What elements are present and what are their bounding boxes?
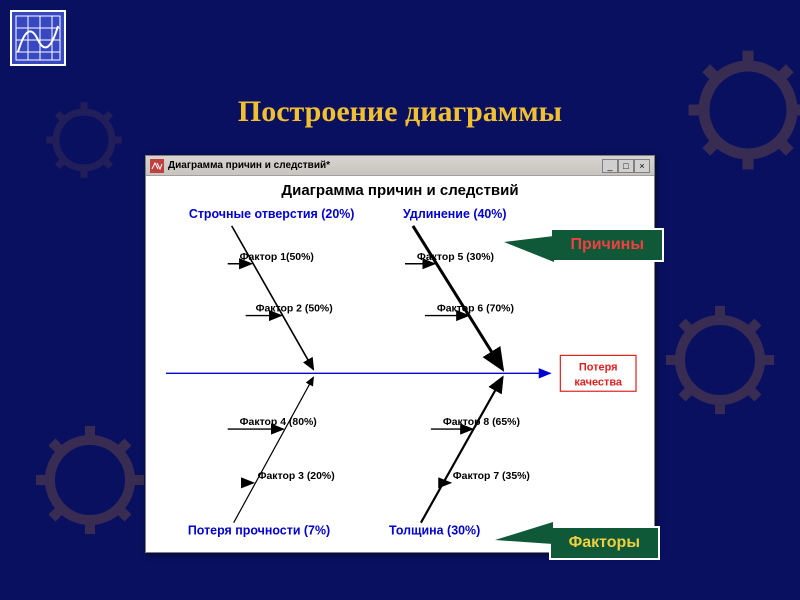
svg-text:Фактор 4 (80%): Фактор 4 (80%) — [240, 417, 317, 428]
svg-text:Фактор 7 (35%): Фактор 7 (35%) — [453, 471, 530, 482]
maximize-button[interactable]: □ — [618, 159, 634, 173]
close-button[interactable]: × — [634, 159, 650, 173]
logo-icon — [10, 10, 66, 66]
svg-text:Потеря прочности (7%): Потеря прочности (7%) — [188, 524, 330, 538]
chart-title: Диаграмма причин и следствий — [146, 182, 654, 199]
callout-causes: Причины — [550, 228, 664, 262]
svg-text:Фактор 5 (30%): Фактор 5 (30%) — [417, 252, 494, 263]
svg-text:Потеря: Потеря — [579, 361, 618, 373]
slide-title: Построение диаграммы — [0, 95, 800, 129]
svg-text:Строчные отверстия (20%): Строчные отверстия (20%) — [189, 207, 355, 221]
app-icon — [150, 159, 164, 173]
svg-text:Толщина (30%): Толщина (30%) — [389, 524, 480, 538]
window-titlebar: Диаграмма причин и следствий* _ □ × — [146, 156, 654, 176]
chart-area: Диаграмма причин и следствий Потеря качес… — [146, 176, 654, 552]
svg-text:Фактор 8 (65%): Фактор 8 (65%) — [443, 417, 520, 428]
callout-factors: Факторы — [549, 526, 660, 560]
window-title: Диаграмма причин и следствий* — [168, 160, 602, 171]
svg-text:Фактор 1(50%): Фактор 1(50%) — [240, 252, 314, 263]
svg-text:Фактор 3 (20%): Фактор 3 (20%) — [258, 471, 335, 482]
minimize-button[interactable]: _ — [602, 159, 618, 173]
svg-text:Удлинение (40%): Удлинение (40%) — [403, 207, 507, 221]
diagram-window: Диаграмма причин и следствий* _ □ × Диаг… — [145, 155, 655, 553]
svg-text:Фактор 2 (50%): Фактор 2 (50%) — [256, 304, 333, 315]
svg-text:качества: качества — [574, 376, 623, 388]
svg-text:Фактор 6 (70%): Фактор 6 (70%) — [437, 304, 514, 315]
